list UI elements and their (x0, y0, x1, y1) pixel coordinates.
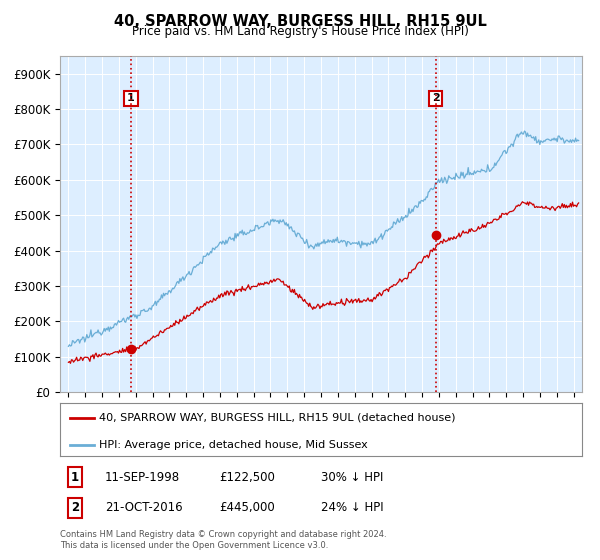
Text: 21-OCT-2016: 21-OCT-2016 (105, 501, 182, 515)
Text: Contains HM Land Registry data © Crown copyright and database right 2024.: Contains HM Land Registry data © Crown c… (60, 530, 386, 539)
Text: 30% ↓ HPI: 30% ↓ HPI (321, 470, 383, 484)
Text: £122,500: £122,500 (219, 470, 275, 484)
Text: 1: 1 (127, 94, 135, 104)
Text: 24% ↓ HPI: 24% ↓ HPI (321, 501, 383, 515)
Text: 40, SPARROW WAY, BURGESS HILL, RH15 9UL: 40, SPARROW WAY, BURGESS HILL, RH15 9UL (113, 14, 487, 29)
Text: £445,000: £445,000 (219, 501, 275, 515)
Text: This data is licensed under the Open Government Licence v3.0.: This data is licensed under the Open Gov… (60, 541, 328, 550)
Text: Price paid vs. HM Land Registry's House Price Index (HPI): Price paid vs. HM Land Registry's House … (131, 25, 469, 38)
Text: 2: 2 (431, 94, 439, 104)
Text: 11-SEP-1998: 11-SEP-1998 (105, 470, 180, 484)
Text: 40, SPARROW WAY, BURGESS HILL, RH15 9UL (detached house): 40, SPARROW WAY, BURGESS HILL, RH15 9UL … (99, 413, 455, 423)
Text: 2: 2 (71, 501, 79, 515)
Text: HPI: Average price, detached house, Mid Sussex: HPI: Average price, detached house, Mid … (99, 440, 368, 450)
Text: 1: 1 (71, 470, 79, 484)
